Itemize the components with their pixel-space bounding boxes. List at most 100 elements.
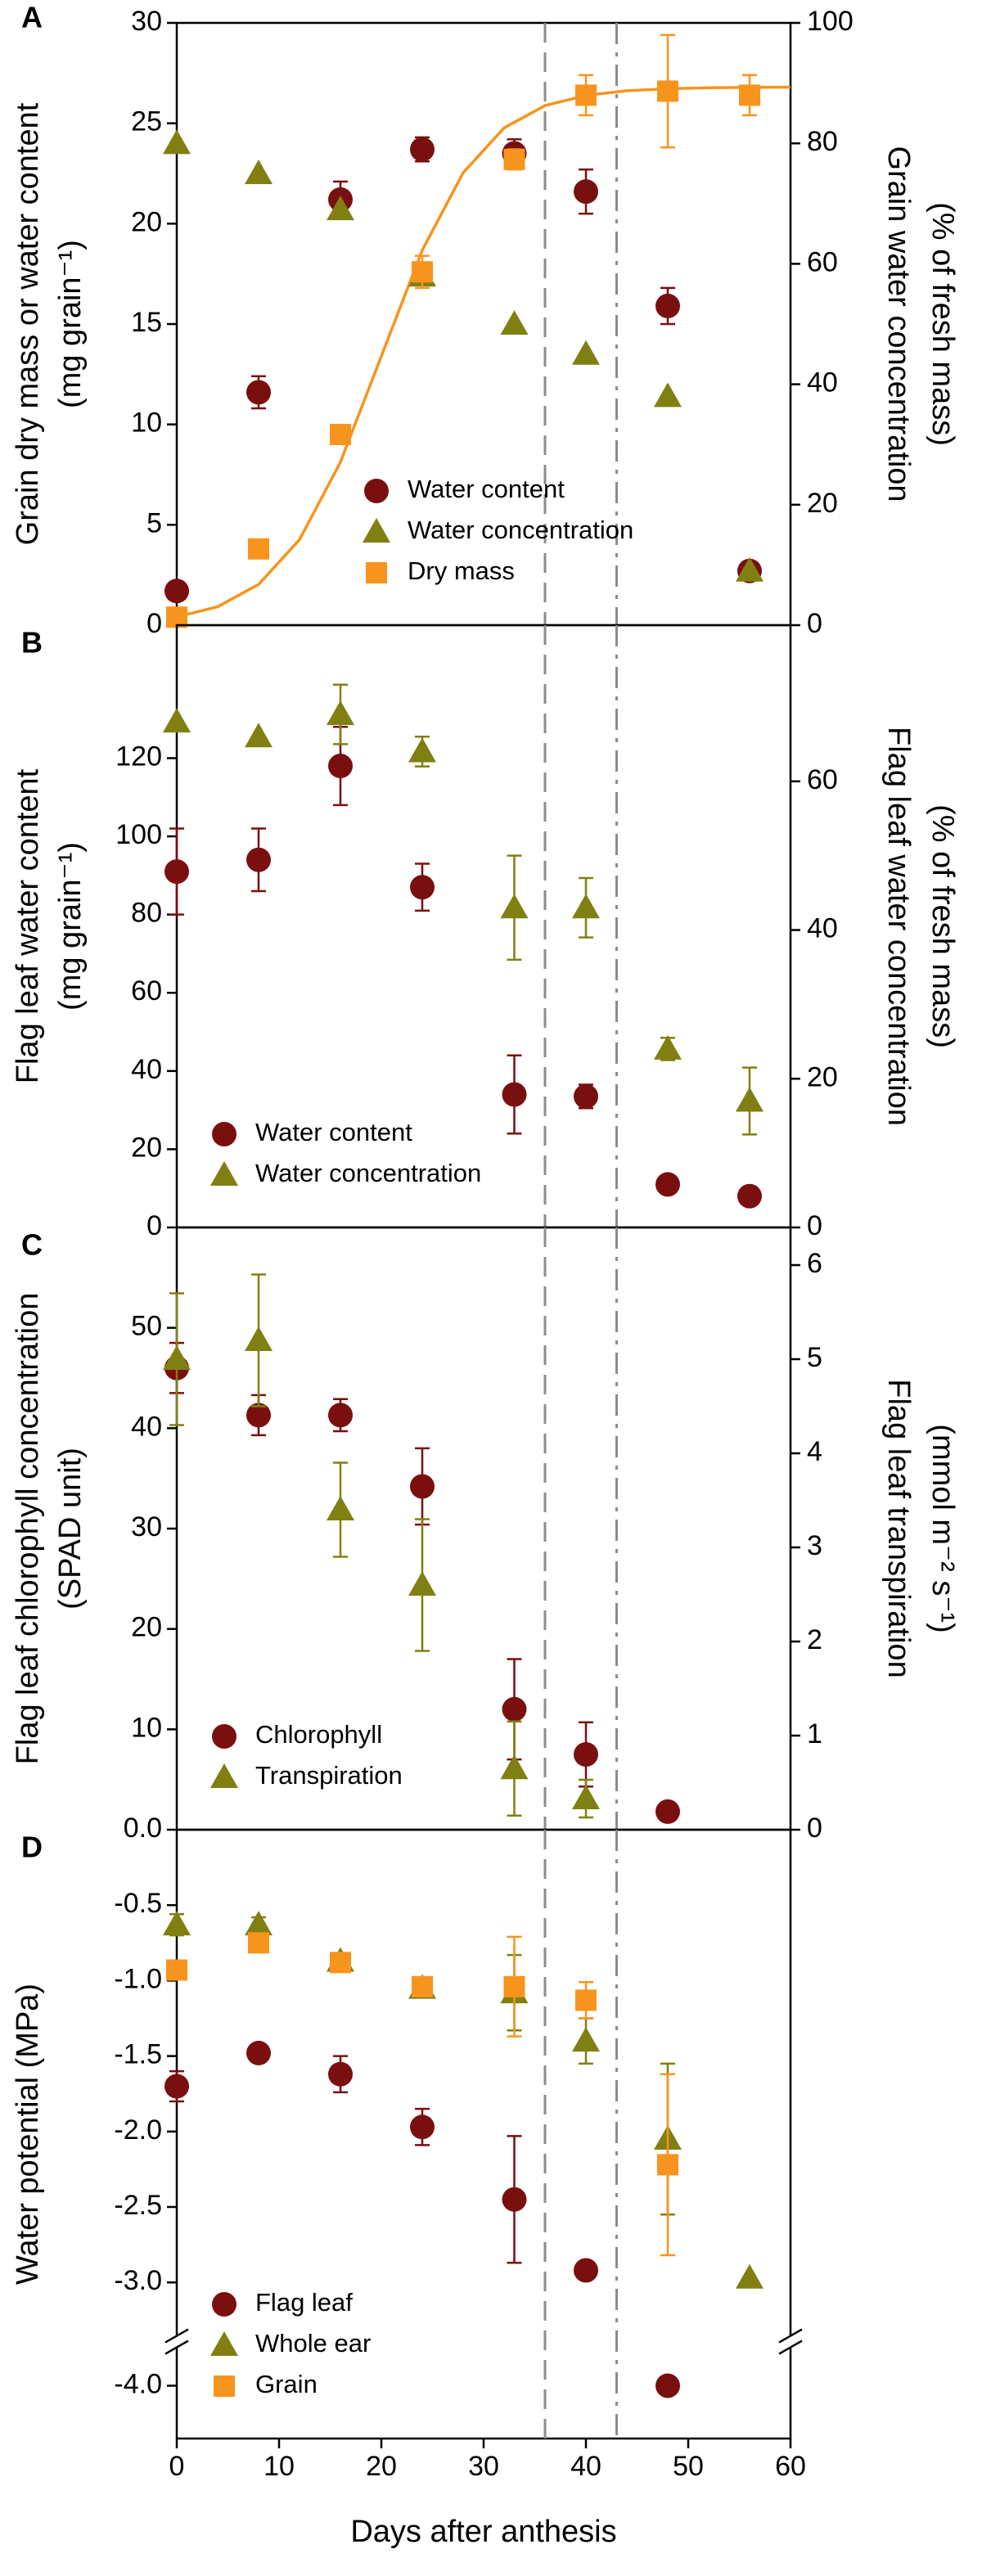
y2-tick-label: 20 <box>807 488 838 519</box>
legend-marker <box>366 562 387 583</box>
y-axis-label: Grain dry mass or water content <box>11 102 45 545</box>
x-tick-label: 20 <box>366 2451 397 2482</box>
data-point <box>574 2258 598 2283</box>
y2-tick-label: 6 <box>807 1248 822 1279</box>
data-point <box>572 340 600 365</box>
data-point <box>166 1959 187 1981</box>
data-point <box>410 137 435 162</box>
y2-axis-label: Flag leaf water concentration <box>881 727 916 1126</box>
y-tick-label: -4.0 <box>114 2368 162 2399</box>
data-point <box>657 80 678 102</box>
legend-marker <box>214 2376 235 2397</box>
data-point <box>327 700 354 726</box>
data-point <box>163 708 191 733</box>
axis-break <box>778 2328 803 2344</box>
y-tick-label: 80 <box>131 898 162 929</box>
data-point <box>246 1403 271 1428</box>
data-point <box>330 423 351 445</box>
data-point <box>655 1799 680 1824</box>
axis-break <box>164 2340 189 2355</box>
fit-curve <box>176 85 791 619</box>
legend-label: Water concentration <box>255 1159 481 1187</box>
data-point <box>408 737 436 763</box>
y-tick-label: -2.0 <box>114 2114 162 2146</box>
y-tick-label: 20 <box>131 1132 162 1163</box>
panel-label: C <box>21 1228 43 1262</box>
data-point <box>574 179 598 205</box>
data-point <box>654 382 682 408</box>
data-point <box>736 556 764 582</box>
data-point <box>163 129 191 155</box>
data-point <box>328 754 353 779</box>
y2-tick-label: 0 <box>807 1813 822 1844</box>
y-tick-label: -1.0 <box>114 1963 162 1994</box>
legend-marker <box>210 1763 238 1788</box>
legend-marker <box>212 2292 236 2317</box>
data-point <box>163 1345 191 1370</box>
legend-marker <box>210 1161 238 1186</box>
y-tick-label: 0 <box>146 1210 162 1241</box>
y-axis-label: (SPAD unit) <box>53 1448 88 1610</box>
y2-tick-label: 1 <box>807 1718 822 1750</box>
y-tick-label: -3.0 <box>114 2265 162 2296</box>
y2-tick-label: 60 <box>807 764 838 795</box>
data-point <box>655 2373 680 2398</box>
data-point <box>572 1785 600 1810</box>
x-tick-label: 10 <box>264 2451 295 2482</box>
y-tick-label: 0 <box>146 608 162 639</box>
y-tick-label: 20 <box>131 1612 162 1643</box>
axis-break <box>778 2340 803 2355</box>
y-axis-label: (mg grain⁻¹) <box>53 842 88 1011</box>
y-tick-label: -2.5 <box>114 2190 162 2221</box>
data-point <box>574 1742 598 1767</box>
data-point <box>164 579 189 604</box>
y-tick-label: 30 <box>131 1511 162 1542</box>
data-point <box>245 1911 273 1936</box>
y2-tick-label: 20 <box>807 1061 838 1092</box>
data-point <box>246 380 271 405</box>
data-point <box>574 1083 598 1109</box>
data-point <box>655 293 680 318</box>
data-point <box>575 1989 597 2011</box>
legend-marker <box>210 2331 238 2356</box>
data-point <box>503 148 525 170</box>
data-point <box>572 894 600 919</box>
y2-tick-label: 0 <box>807 1210 822 1241</box>
data-point <box>327 196 354 221</box>
x-axis-label: Days after anthesis <box>350 2515 616 2549</box>
data-point <box>164 2074 189 2099</box>
legend-label: Water content <box>408 475 565 503</box>
axis-break <box>164 2328 189 2344</box>
data-point <box>736 1087 764 1112</box>
y2-tick-label: 3 <box>807 1530 822 1561</box>
data-point <box>330 1952 351 1974</box>
y-axis-label: Flag leaf water content <box>11 768 45 1083</box>
legend-label: Transpiration <box>255 1761 403 1790</box>
y2-tick-label: 40 <box>807 367 838 399</box>
y-tick-label: -0.5 <box>114 1888 162 1919</box>
x-tick-label: 30 <box>468 2451 499 2482</box>
panel-label: B <box>21 626 43 660</box>
x-tick-label: 60 <box>775 2451 806 2482</box>
y-tick-label: 40 <box>131 1054 162 1085</box>
data-point <box>245 160 273 184</box>
data-point <box>412 1975 433 1997</box>
data-point <box>500 310 529 335</box>
data-point <box>408 1571 436 1596</box>
data-point <box>739 84 760 106</box>
data-point <box>503 1975 525 1997</box>
legend-label: Whole ear <box>255 2329 371 2358</box>
y-tick-label: 5 <box>146 507 162 538</box>
data-point <box>246 2040 271 2065</box>
y-tick-label: 15 <box>131 307 162 338</box>
data-point <box>248 1932 269 1954</box>
y-axis-label: (mg grain⁻¹) <box>53 240 88 408</box>
y2-tick-label: 60 <box>807 246 838 277</box>
y-tick-label: 20 <box>131 206 162 237</box>
data-point <box>245 723 273 748</box>
y-tick-label: 10 <box>131 408 162 439</box>
data-point <box>410 2114 435 2140</box>
legend-marker <box>212 1724 236 1749</box>
